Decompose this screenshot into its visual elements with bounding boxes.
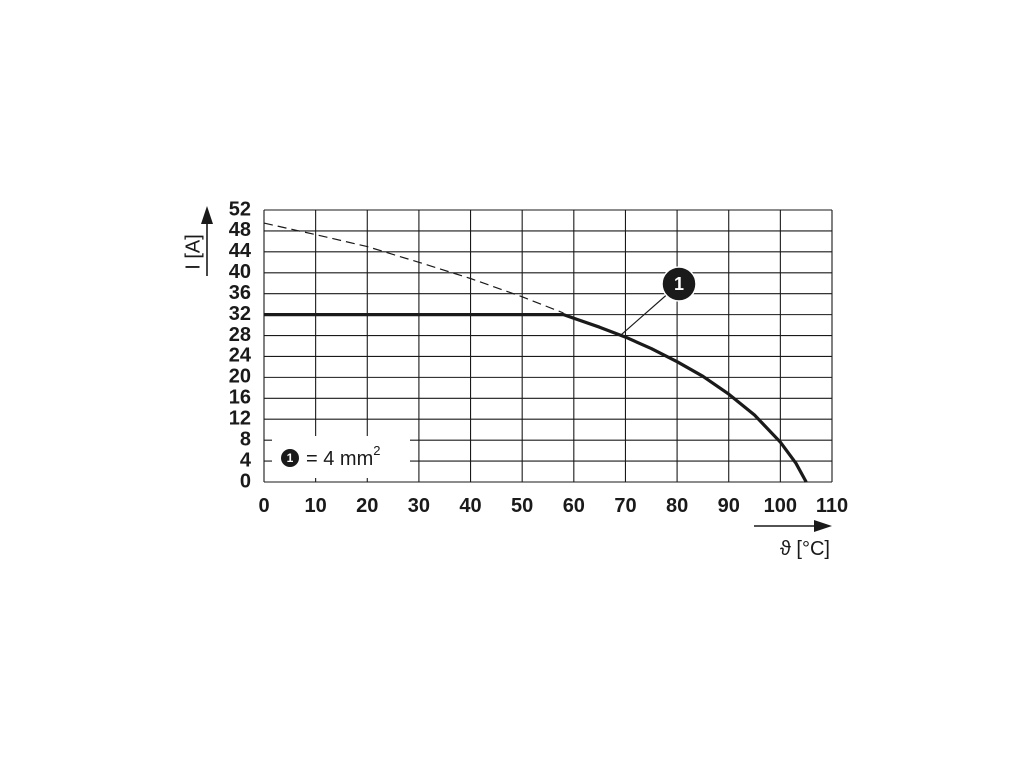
series-layer <box>263 222 808 483</box>
x-tick-label: 110 <box>816 495 848 517</box>
legend-text-main: = 4 mm <box>306 448 373 470</box>
x-tick-label: 70 <box>614 495 636 517</box>
legend-superscript: 2 <box>373 443 380 458</box>
y-tick-label: 48 <box>229 219 251 241</box>
y-tick-label: 4 <box>240 449 252 471</box>
x-axis-arrow-head <box>814 520 832 532</box>
x-tick-label: 20 <box>356 495 378 517</box>
y-tick-label: 20 <box>229 366 251 388</box>
y-tick-label: 8 <box>240 428 251 450</box>
x-tick-label: 80 <box>666 495 688 517</box>
y-tick-label: 36 <box>229 282 251 304</box>
y-axis-label: I [A] <box>182 234 204 270</box>
y-tick-label: 0 <box>240 470 251 492</box>
y-tick-label: 28 <box>229 324 251 346</box>
y-tick-label: 44 <box>229 240 252 262</box>
x-axis-title: ϑ [°C] <box>754 520 832 560</box>
x-tick-label: 0 <box>258 495 269 517</box>
legend-text: = 4 mm2 <box>306 443 380 470</box>
x-tick-label: 40 <box>459 495 481 517</box>
series-line-solid <box>264 313 808 483</box>
series-line-dashed <box>263 222 564 314</box>
y-axis-arrow-head <box>201 206 213 224</box>
x-tick-label: 100 <box>764 495 797 517</box>
y-tick-label: 16 <box>229 387 251 409</box>
legend-marker-number: 1 <box>287 451 294 465</box>
legend: 1 = 4 mm2 <box>272 436 410 478</box>
callout-number: 1 <box>674 274 684 294</box>
y-tick-label: 12 <box>229 408 251 430</box>
callout: 1 <box>619 266 697 336</box>
callout-circle <box>661 266 697 302</box>
y-tick-label: 40 <box>229 261 251 283</box>
x-tick-label: 30 <box>408 495 430 517</box>
y-tick-label: 24 <box>229 345 252 367</box>
y-tick-label: 32 <box>229 303 251 325</box>
legend-marker <box>281 449 299 467</box>
x-tick-labels: 0 10 20 30 40 50 60 70 80 90 100 110 <box>258 495 848 517</box>
y-tick-label: 52 <box>229 198 251 220</box>
x-tick-label: 60 <box>563 495 585 517</box>
x-tick-label: 50 <box>511 495 533 517</box>
y-axis-title: I [A] <box>182 206 213 276</box>
x-axis-label: ϑ [°C] <box>780 538 830 560</box>
x-tick-label: 10 <box>305 495 327 517</box>
x-tick-label: 90 <box>718 495 740 517</box>
